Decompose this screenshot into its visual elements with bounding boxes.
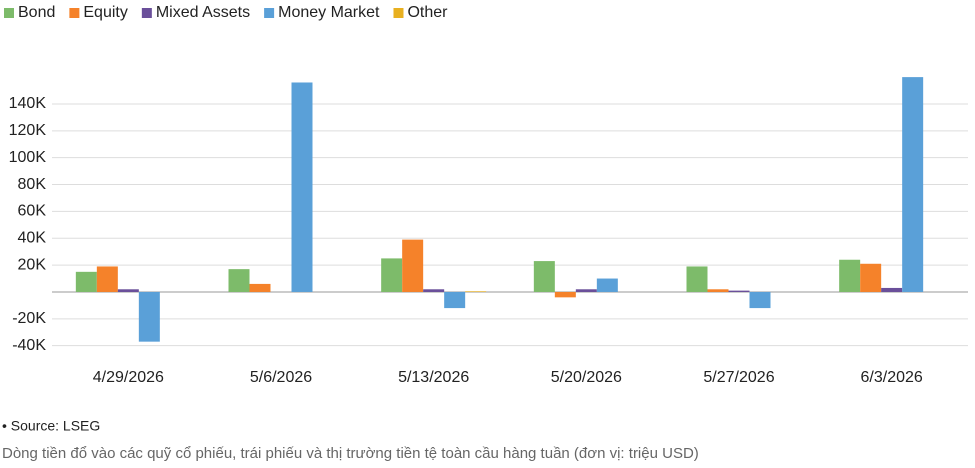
x-tick-label: 5/20/2026: [551, 369, 622, 386]
legend-swatch: [393, 8, 404, 18]
bar: [596, 278, 618, 292]
bar: [138, 291, 160, 342]
bar: [707, 289, 729, 292]
x-tick-label: 5/6/2026: [250, 369, 312, 386]
x-tick-label: 4/29/2026: [93, 369, 164, 386]
x-tick-label: 5/27/2026: [703, 369, 774, 386]
y-tick-label: 60K: [18, 203, 47, 220]
y-tick-label: -40K: [12, 337, 46, 354]
bar: [117, 289, 139, 292]
bar: [728, 290, 750, 292]
bar: [860, 263, 882, 292]
bar: [686, 266, 708, 292]
y-tick-label: -20K: [12, 310, 46, 327]
bar: [381, 258, 403, 292]
bar: [839, 259, 861, 292]
y-tick-label: 140K: [9, 95, 47, 112]
x-tick-label: 6/3/2026: [861, 369, 923, 386]
y-tick-label: 120K: [9, 122, 47, 139]
legend-swatch: [69, 8, 80, 18]
bar: [444, 291, 466, 309]
bar: [902, 77, 924, 292]
y-tick-label: 80K: [18, 176, 47, 193]
bar: [465, 291, 487, 292]
legend-label: Other: [407, 4, 448, 21]
bar: [402, 239, 424, 292]
bar: [291, 82, 313, 292]
bar: [533, 261, 555, 292]
legend-label: Money Market: [278, 4, 380, 21]
x-tick-label: 5/13/2026: [398, 369, 469, 386]
bar: [881, 287, 903, 292]
bar: [75, 271, 97, 292]
bar: [228, 269, 250, 292]
legend-swatch: [264, 8, 275, 18]
bar: [749, 291, 771, 309]
bar: [423, 289, 445, 292]
legend-swatch: [4, 8, 14, 18]
legend-swatch: [141, 8, 152, 18]
legend-label: Equity: [83, 4, 127, 21]
legend-label: Mixed Assets: [156, 4, 250, 21]
legend-label: Bond: [18, 4, 55, 21]
bar: [96, 266, 118, 292]
bar: [249, 283, 271, 292]
bar: [554, 291, 576, 298]
bar: [575, 289, 597, 292]
y-tick-label: 100K: [9, 149, 47, 166]
source: • Source: LSEG: [2, 418, 100, 434]
y-tick-label: 40K: [18, 229, 47, 246]
caption: Dòng tiền đổ vào các quỹ cổ phiếu, trái …: [2, 445, 699, 462]
y-tick-label: 20K: [18, 256, 47, 273]
